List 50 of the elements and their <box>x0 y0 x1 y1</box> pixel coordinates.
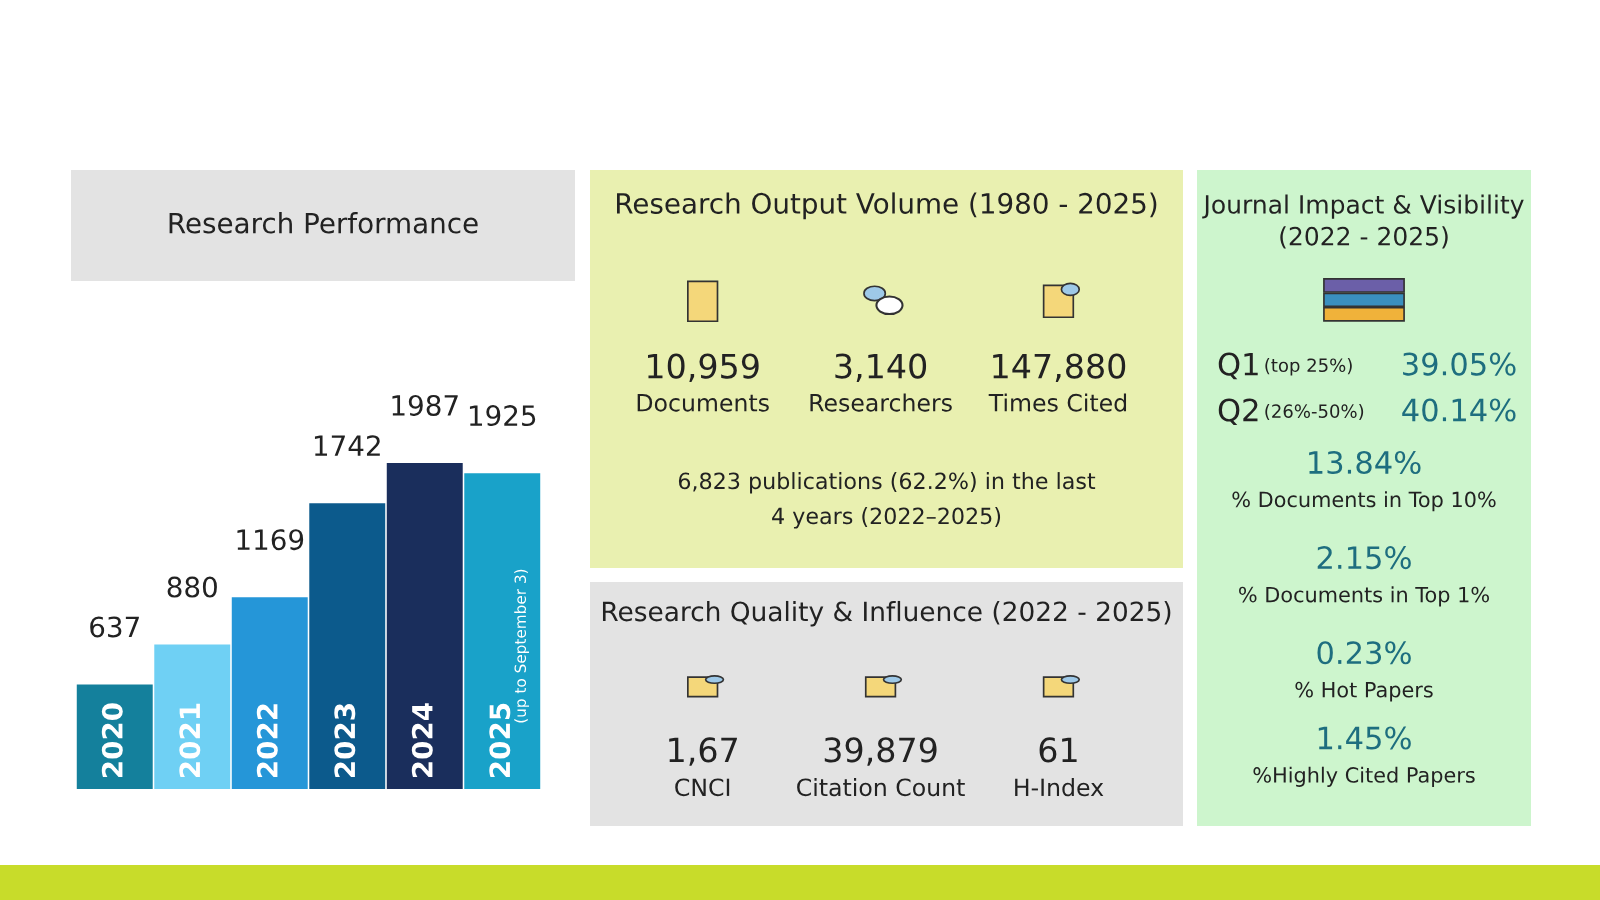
data-label: 1987 <box>392 394 458 416</box>
data-label: 880 <box>167 576 217 598</box>
text: CNCI <box>675 778 730 797</box>
bar <box>154 644 231 789</box>
x-tick-label: 2022 <box>256 704 278 778</box>
text: 39.05% <box>1403 352 1516 376</box>
text: 13.84% <box>1309 450 1421 475</box>
text: 1,67 <box>669 737 737 766</box>
text: 61 <box>1039 737 1077 763</box>
annotation: (up to September 3) <box>514 569 530 723</box>
text: 10,959 <box>648 353 759 383</box>
text: % Documents in Top 10% <box>1232 491 1496 512</box>
text: Q1 <box>1218 352 1258 380</box>
text: Documents <box>637 394 769 412</box>
data-label: 637 <box>90 616 139 638</box>
text: 0.23% <box>1317 641 1411 665</box>
text: 6,823 publications (62.2%) in the last 4 years (2022–2025) <box>678 472 1096 529</box>
data-label: 1925 <box>469 405 536 427</box>
x-tick-label: 2024 <box>411 703 433 778</box>
x-tick-label: 2021 <box>179 703 201 778</box>
text: Journal Impact & Visibility (2022 - 2025) <box>1202 194 1524 249</box>
text: Times Cited <box>988 393 1127 412</box>
bar <box>309 503 386 789</box>
text: Q2 <box>1218 398 1258 426</box>
text: 3,140 <box>835 353 927 383</box>
bar <box>76 684 153 789</box>
text: Citation Count <box>797 777 965 797</box>
text: 2.15% <box>1317 546 1411 570</box>
bar <box>231 597 308 789</box>
text: 1.45% <box>1318 726 1411 750</box>
text: Research Quality & Influence (2022 - 2025) <box>602 600 1171 627</box>
text: 40.14% <box>1402 398 1516 422</box>
bar <box>464 473 541 789</box>
x-tick-label: 2023 <box>334 704 356 778</box>
data-label: 1169 <box>237 529 304 551</box>
text: % Documents in Top 1% <box>1239 586 1489 607</box>
text: H-Index <box>1015 777 1104 797</box>
data-label: 1742 <box>314 435 380 456</box>
text: 147,880 <box>993 353 1126 383</box>
text: (top 25%) <box>1265 358 1352 376</box>
chart-title: Research Performance <box>169 212 478 234</box>
x-tick-label: 2020 <box>101 703 123 778</box>
text: 39,879 <box>824 737 937 766</box>
text: % Hot Papers <box>1295 681 1433 702</box>
text: Researchers <box>810 393 952 412</box>
text: %Highly Cited Papers <box>1253 766 1475 787</box>
bar <box>386 463 463 789</box>
x-tick-label: 2025 <box>489 703 511 778</box>
text: (26%-50%) <box>1265 404 1364 421</box>
text: Research Output Volume (1980 - 2025) <box>617 192 1157 220</box>
